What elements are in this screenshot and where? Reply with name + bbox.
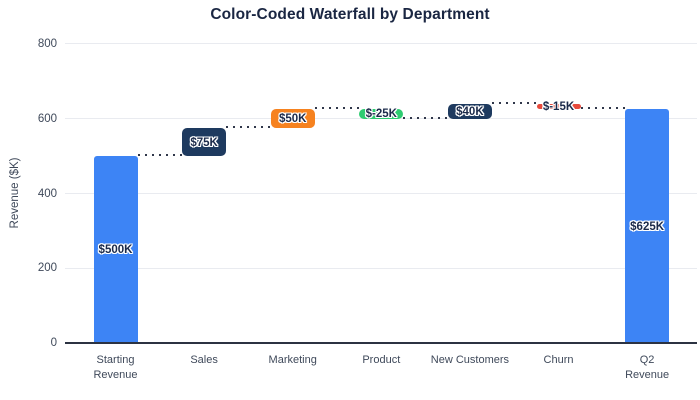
- gridline-600: [65, 118, 697, 120]
- x-label-churn: Churn: [543, 354, 574, 366]
- gridline-400: [65, 193, 697, 195]
- value-label-new-customers: $40K: [456, 105, 484, 118]
- connector-6: [580, 107, 626, 110]
- bar-new-customers: [447, 103, 492, 119]
- gridline-800: [65, 43, 697, 45]
- value-label-product: $-25K: [365, 108, 397, 121]
- x-label-product: Product: [362, 354, 401, 366]
- y-tick-400: 400: [37, 187, 57, 200]
- chart-title: Color-Coded Waterfall by Department: [210, 6, 490, 23]
- bar-marketing: [270, 109, 315, 129]
- y-tick-600: 600: [37, 112, 57, 125]
- connector-3: [314, 107, 360, 110]
- gridline-200: [65, 267, 697, 269]
- bar-sales: [182, 128, 227, 157]
- x-label-sales: Sales: [190, 354, 218, 366]
- x-label-marketing: Marketing: [268, 354, 317, 366]
- value-label-marketing: $50K: [278, 113, 307, 126]
- x-label-q2-revenue: Q2 Revenue: [625, 354, 670, 382]
- x-label-starting-revenue: Starting Revenue: [93, 354, 138, 382]
- value-label-q2-revenue: $625K: [630, 220, 665, 233]
- bar-product: [359, 109, 404, 119]
- value-label-starting-revenue: $500K: [98, 244, 133, 257]
- connector-1: [137, 154, 183, 157]
- x-axis-line: [65, 342, 697, 345]
- value-label-churn: $-15K: [542, 101, 575, 113]
- x-label-new-customers: New Customers: [430, 354, 510, 366]
- value-label-sales: $75K: [190, 136, 218, 149]
- connector-4: [403, 116, 448, 119]
- bar-starting-revenue: [93, 156, 138, 344]
- bar-q2-revenue: [625, 109, 670, 344]
- y-tick-0: 0: [50, 337, 57, 350]
- connector-5: [491, 101, 537, 104]
- connector-2: [226, 126, 271, 129]
- y-tick-200: 200: [37, 262, 57, 275]
- bar-churn: [536, 103, 581, 110]
- y-tick-800: 800: [37, 37, 57, 50]
